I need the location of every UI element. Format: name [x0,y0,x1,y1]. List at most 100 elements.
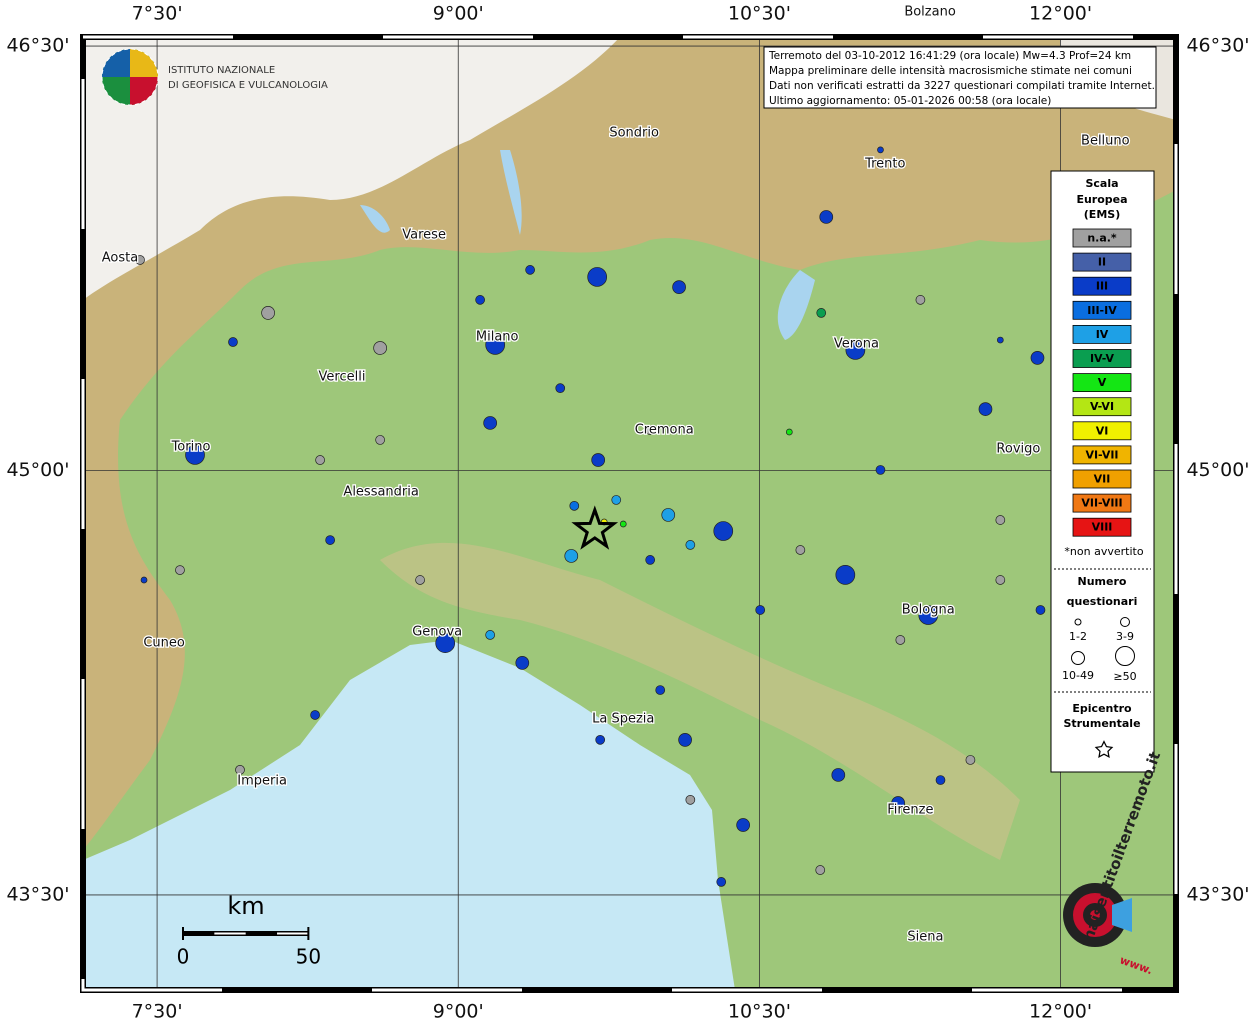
legend-swatch [1072,300,1132,320]
intensity-point [831,768,846,782]
ingv-logo: ISTITUTO NAZIONALE DI GEOFISICA E VULCAN… [101,48,328,106]
lon-label: 10°30' [728,3,791,25]
intensity-point [587,267,608,287]
legend-swatch [1072,252,1132,272]
city-label: Trento [864,157,905,172]
lat-label: 46°30' [6,35,69,57]
city-label: Belluno [1081,133,1130,148]
city-label: Cuneo [143,635,185,650]
legend-swatch [1072,421,1132,441]
legend-label: II [1098,256,1106,269]
scale-label: 50 [296,945,321,969]
legend-swatch [1072,324,1132,344]
intensity-point [645,425,656,435]
intensity-point [415,575,425,585]
intensity-point [435,633,456,653]
legend-title: Europea [1076,193,1127,206]
intensity-point [685,540,696,550]
legend-swatch [1072,276,1132,296]
legend-size [1115,646,1135,666]
intensity-point [835,565,856,585]
frame-ticks [81,35,1178,992]
intensity-point [965,755,976,765]
scale-bar-seg [277,932,309,935]
intensity-point [755,605,766,615]
intensity-point [325,535,335,545]
intensity-point [525,265,535,275]
scale-unit: km [227,892,264,920]
city-label: Vercelli [319,369,366,384]
intensity-point [918,605,939,625]
city-label: Alessandria [343,484,418,499]
intensity-point [895,635,906,645]
header-line: Dati non verificati estratti da 3227 que… [769,80,1155,92]
legend-size-label: 3-9 [1116,630,1134,643]
intensity-point [995,515,1006,525]
intensity-point [661,508,676,522]
intensity-point [716,877,727,887]
intensity-point [611,495,622,505]
intensity-point [375,435,385,445]
intensity-point [569,501,580,511]
legend-swatch [1072,517,1132,537]
header-line: Terremoto del 03-10-2012 16:41:29 (ora l… [768,50,1131,62]
intensity-point [591,453,606,467]
intensity-point [315,455,325,465]
legend-swatch [1072,373,1132,393]
intensity-point [819,210,834,224]
city-label: Sondrio [609,125,659,140]
legend-label: VII-VIII [1081,497,1122,510]
legend-size-label: 10-49 [1062,669,1094,682]
legend-label: VI-VII [1085,448,1118,461]
legend-note: *non avvertito [1064,545,1143,558]
legend: Scala Europea (EMS) *non avvertito Numer… [1050,170,1155,773]
legend-label: III [1096,280,1108,293]
city-label: Firenze [887,802,933,817]
logo-text: DI GEOFISICA E VULCANOLOGIA [168,80,328,91]
lat-label: 45°00' [1186,459,1249,481]
city-label: La Spezia [592,711,654,726]
city-label: Bologna [902,602,955,617]
intensity-point [655,685,666,695]
intensity-point [595,735,606,745]
intensity-point [483,416,498,430]
logo-text: ISTITUTO NAZIONALE [168,65,275,76]
legend-epicenter-title: Epicentro [1072,702,1132,715]
intensity-point [713,521,734,541]
epicenter [571,505,619,550]
legend-label: III-IV [1087,304,1117,317]
legend-swatch [1072,493,1132,513]
intensity-point [373,341,387,355]
legend-label: IV-V [1090,352,1115,365]
intensity-point [235,765,245,775]
intensity-point [1035,605,1046,615]
intensity-point [845,340,866,360]
intensity-point [816,308,827,318]
legend-title: Scala [1085,177,1118,190]
intensity-point [185,445,205,465]
legend-size-label: 1-2 [1069,630,1087,643]
legend-size [1120,617,1130,627]
legend-swatch [1072,228,1132,248]
lat-label: 43°30' [6,883,69,905]
intensity-point [877,146,884,154]
intensity-point [875,465,886,475]
intensity-point [475,295,485,305]
legend-label: VIII [1092,521,1113,534]
intensity-point [555,383,566,393]
legend-label: V [1098,376,1107,389]
intensity-point [261,306,275,320]
city-label: Imperia [237,773,287,788]
scale-label: 0 [177,945,190,969]
lon-label: 7°30' [132,1001,183,1023]
legend-swatch [1072,397,1132,417]
legend-title: (EMS) [1084,208,1120,221]
intensity-point [672,280,686,294]
lat-label: 46°30' [1186,35,1249,57]
lon-label: 10°30' [728,1001,791,1023]
intensity-point [978,402,993,416]
lat-label: 43°30' [1186,883,1249,905]
intensity-point [915,295,926,305]
intensity-point [564,549,579,563]
